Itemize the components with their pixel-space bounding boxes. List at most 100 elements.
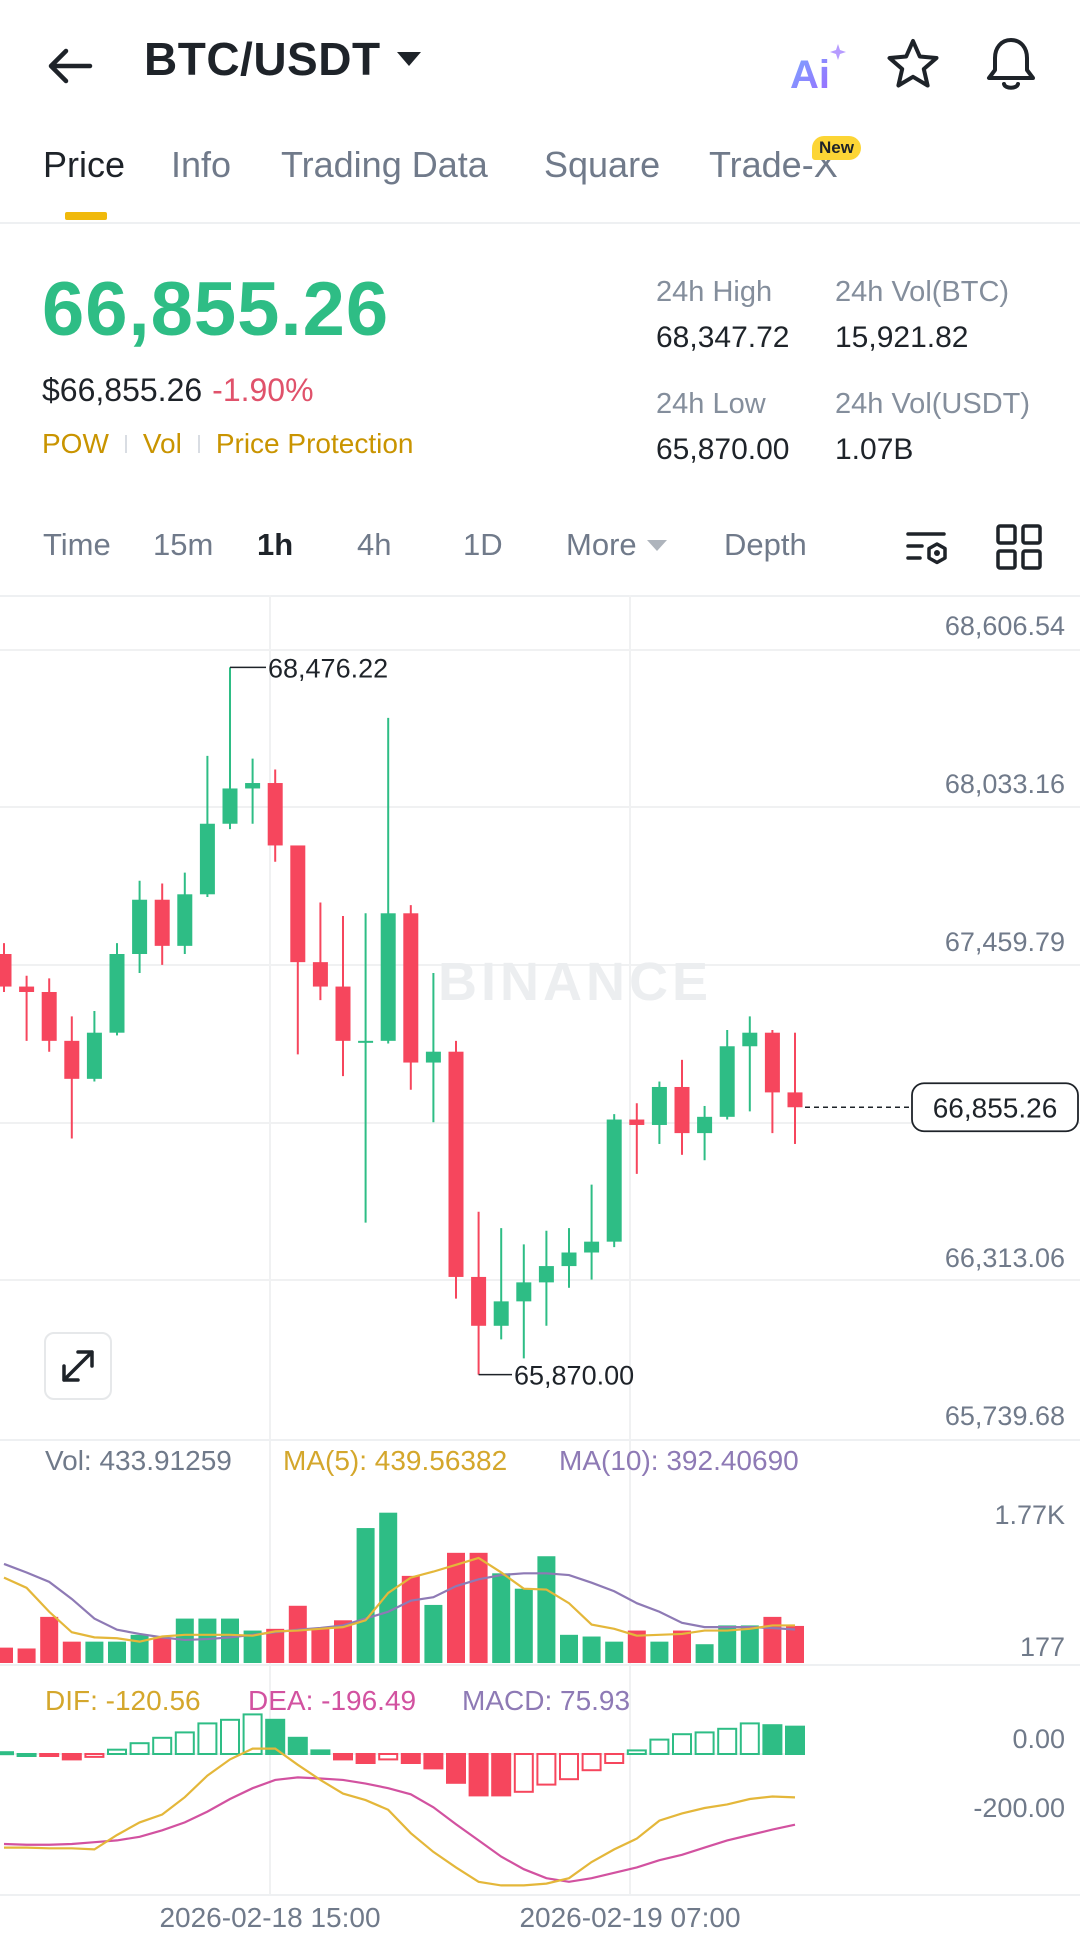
macd-histogram-bar (762, 1724, 783, 1755)
macd-value-label: MACD: 75.93 (462, 1685, 630, 1716)
candle-body (787, 1092, 803, 1108)
caret-down-icon (646, 540, 667, 551)
tag-vol[interactable]: Vol (142, 428, 182, 459)
tab-info[interactable]: Info (171, 144, 232, 185)
macd-histogram-bar (333, 1753, 353, 1761)
macd-histogram-bar (513, 1753, 534, 1793)
tag-pow[interactable]: POW (42, 428, 109, 459)
tag-price-protection[interactable]: Price Protection (215, 428, 414, 459)
grid-layout-icon[interactable] (994, 522, 1044, 572)
pair-selector[interactable]: BTC/USDT (144, 32, 421, 86)
candle-body (312, 962, 328, 987)
macd-histogram-bar (152, 1736, 173, 1756)
candle-body (584, 1241, 600, 1253)
macd-histogram-bar (468, 1753, 489, 1797)
star-icon[interactable] (884, 36, 942, 94)
candle-body (561, 1252, 577, 1267)
macd-histogram-bar (491, 1753, 512, 1797)
volume-bar (740, 1625, 759, 1663)
tf-1h[interactable]: 1h (257, 527, 294, 562)
volume-ma10-line (3, 1562, 796, 1642)
back-arrow-icon[interactable] (42, 38, 98, 94)
time-axis-label: 2026-02-19 07:00 (519, 1902, 740, 1933)
stat-vol-usdt-label: 24h Vol(USDT) (835, 388, 1031, 420)
candle-body (674, 1086, 690, 1134)
stat-low-value: 65,870.00 (656, 433, 790, 466)
candle-body (222, 788, 238, 824)
volume-bar (424, 1604, 443, 1663)
tf-1d[interactable]: 1D (463, 527, 503, 562)
tf-more-label: More (566, 527, 637, 562)
current-price-box (911, 1082, 1079, 1133)
volume-bar (356, 1528, 375, 1663)
tf-time[interactable]: Time (43, 527, 111, 562)
candle-body (538, 1266, 554, 1283)
price-axis-tick: 65,739.68 (945, 1401, 1065, 1431)
tf-more[interactable]: More (566, 527, 667, 563)
candle-body (109, 953, 125, 1033)
chart-settings-icon[interactable] (904, 526, 954, 572)
stat-vol-usdt-value: 1.07B (835, 433, 914, 466)
time-axis-label: 2026-02-18 15:00 (159, 1902, 380, 1933)
tab-price[interactable]: Price (43, 144, 126, 185)
candle-body (471, 1276, 487, 1326)
macd-histogram-bar (536, 1753, 557, 1786)
timeframe-bar: Time 15m 1h 4h 1D More Depth (0, 515, 1080, 597)
tf-15m[interactable]: 15m (153, 527, 214, 562)
macd-histogram-bar (16, 1753, 37, 1757)
macd-histogram-bar (265, 1718, 286, 1756)
macd-axis-tick: -200.00 (973, 1793, 1065, 1823)
macd-histogram-bar (61, 1753, 82, 1761)
volume-bar (379, 1512, 398, 1663)
macd-histogram-bar (604, 1753, 625, 1764)
volume-bar (673, 1630, 691, 1663)
volume-bar (514, 1588, 533, 1663)
macd-dif-label: DIF: -120.56 (45, 1685, 201, 1716)
candle-body (719, 1046, 735, 1117)
candle-body (651, 1086, 667, 1125)
active-tab-indicator (65, 212, 107, 220)
candle-body (742, 1032, 758, 1047)
volume-bar (288, 1605, 307, 1663)
candle-body (493, 1301, 509, 1326)
macd-histogram-bar (785, 1725, 805, 1755)
volume-bar (108, 1641, 126, 1663)
price-axis-tick: 68,033.16 (945, 769, 1065, 799)
candle-body (697, 1116, 713, 1134)
volume-ma5-line (3, 1556, 796, 1643)
kline-chart[interactable]: BINANCE 68,606.5468,033.1667,459.7966,88… (0, 595, 1080, 1951)
volume-bar (492, 1573, 511, 1663)
volume-bar (695, 1644, 714, 1663)
volume-bar (85, 1641, 104, 1663)
stat-high-value: 68,347.72 (656, 321, 790, 354)
ai-icon[interactable]: Ai (786, 40, 848, 96)
macd-histogram-bar (242, 1713, 263, 1756)
volume-bar (627, 1630, 646, 1663)
macd-histogram-bar (672, 1733, 692, 1755)
volume-bar (198, 1618, 217, 1663)
macd-histogram-bar (84, 1753, 105, 1758)
tab-square[interactable]: Square (544, 144, 661, 185)
tf-4h[interactable]: 4h (357, 527, 392, 562)
macd-histogram-bar (39, 1753, 60, 1757)
fullscreen-button[interactable] (44, 1332, 112, 1400)
bell-icon[interactable] (982, 34, 1040, 94)
tab-trading-data[interactable]: Trading Data (281, 144, 488, 185)
tf-depth[interactable]: Depth (724, 527, 807, 562)
volume-axis-tick: 177 (1020, 1632, 1065, 1662)
volume-bar (311, 1628, 330, 1663)
tag-divider (197, 435, 200, 453)
high-marker-label: 68,476.22 (268, 653, 388, 683)
volume-bar (447, 1552, 465, 1663)
candle-body (516, 1282, 532, 1302)
caret-down-icon (396, 52, 421, 66)
candle-body (177, 894, 193, 946)
volume-label: Vol: 433.91259 (45, 1445, 232, 1476)
candle-body (41, 991, 57, 1041)
stat-low-label: 24h Low (656, 388, 766, 420)
volume-bar (582, 1636, 601, 1663)
candle-body (132, 899, 148, 954)
candle-body (764, 1032, 780, 1093)
macd-histogram-bar (107, 1748, 127, 1756)
